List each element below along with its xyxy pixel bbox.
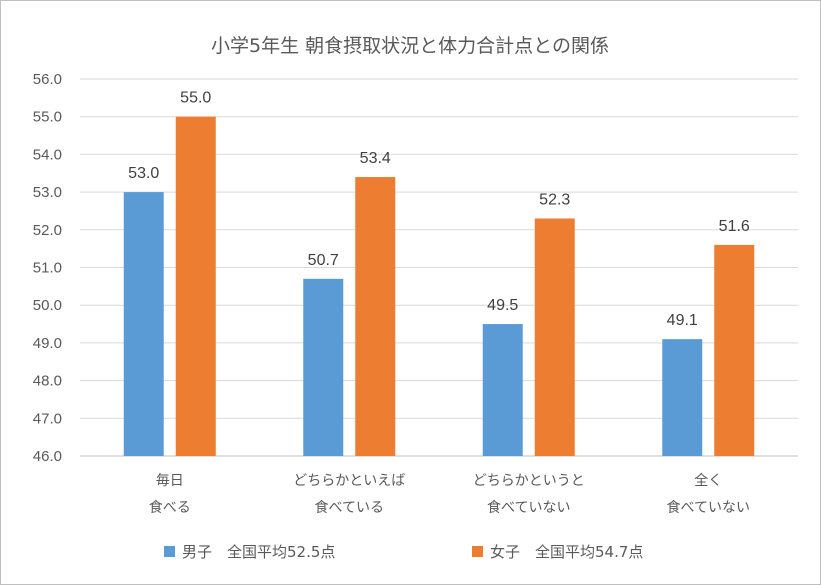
legend-label: 女子 全国平均54.7点 — [490, 543, 643, 561]
bar-female-0 — [175, 116, 216, 456]
x-category-label: どちらかといえば — [293, 473, 405, 489]
chart-title: 小学5年生 朝食摂取状況と体力合計点との関係 — [211, 35, 609, 57]
bar-female-2 — [534, 218, 575, 456]
x-category-label: 食べている — [315, 499, 384, 516]
bars — [123, 116, 755, 456]
y-tick-label: 55.0 — [33, 109, 62, 126]
y-tick-label: 53.0 — [33, 184, 62, 201]
y-tick-label: 49.0 — [33, 335, 62, 352]
x-category-label: 食べていない — [667, 499, 750, 516]
data-label: 49.5 — [487, 297, 518, 314]
y-tick-label: 47.0 — [33, 410, 62, 427]
bar-female-1 — [355, 177, 396, 456]
bar-female-3 — [714, 244, 755, 456]
x-category-label: 毎日 — [156, 473, 184, 489]
bar-male-1 — [303, 278, 344, 456]
data-label: 51.6 — [719, 218, 750, 235]
x-category-label: どちらかというと — [473, 473, 585, 489]
data-labels: 53.0 55.0 50.7 53.4 49.5 52.3 49.1 51.6 — [128, 90, 750, 329]
data-label: 50.7 — [308, 252, 339, 269]
data-label: 53.4 — [360, 150, 391, 167]
y-tick-label: 46.0 — [33, 448, 62, 465]
legend-swatch — [472, 546, 483, 557]
x-category-label: 全く — [694, 472, 722, 489]
x-category-label: 食べる — [149, 499, 191, 516]
y-tick-label: 52.0 — [33, 222, 62, 239]
data-label: 49.1 — [667, 312, 698, 329]
y-tick-label: 54.0 — [33, 146, 62, 163]
bar-male-0 — [123, 192, 164, 456]
legend-swatch — [164, 546, 175, 557]
y-tick-label: 51.0 — [33, 260, 62, 277]
y-tick-label: 56.0 — [33, 71, 62, 88]
data-label: 52.3 — [539, 191, 570, 208]
y-tick-label: 50.0 — [33, 297, 62, 314]
data-label: 53.0 — [128, 165, 159, 182]
x-category-label: 食べていない — [487, 499, 570, 516]
bar-male-2 — [482, 324, 523, 456]
data-label: 55.0 — [180, 90, 211, 107]
y-tick-label: 48.0 — [33, 373, 62, 390]
legend: 男子 全国平均52.5点 女子 全国平均54.7点 — [164, 543, 643, 561]
y-axis: 46.0 47.0 48.0 49.0 50.0 51.0 52.0 53.0 54.0 55.0… — [33, 71, 62, 465]
bar-male-3 — [662, 339, 703, 456]
legend-label: 男子 全国平均52.5点 — [182, 543, 335, 561]
